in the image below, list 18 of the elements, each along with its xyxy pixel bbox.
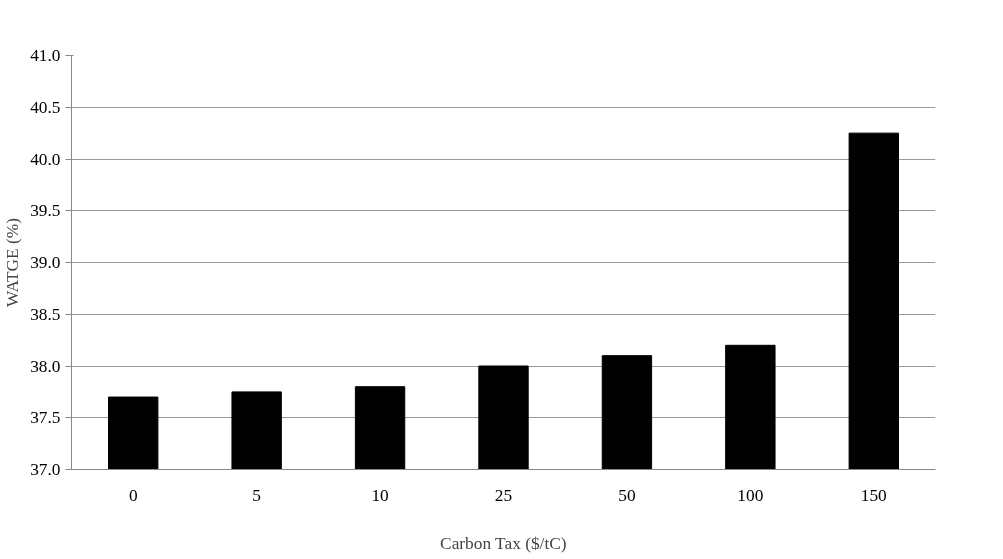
x-tick-label: 100	[737, 485, 764, 505]
y-tick-label: 38.5	[30, 304, 61, 324]
y-axis-title: WATGE (%)	[3, 217, 23, 308]
y-tick-label: 37.0	[30, 460, 61, 479]
y-tick-label: 40.5	[30, 97, 61, 117]
x-axis-title: Carbon Tax ($/tC)	[440, 533, 567, 553]
y-tick-label: 39.5	[30, 201, 61, 221]
y-tick-label: 38.0	[30, 356, 61, 376]
y-tick-label: 39.0	[30, 253, 61, 272]
x-tick-label: 10	[371, 485, 389, 505]
x-tick-label: 5	[252, 485, 261, 505]
x-tick-label: 50	[618, 485, 636, 505]
y-tick-label: 41.0	[30, 46, 61, 65]
x-tick-label: 25	[494, 485, 513, 505]
x-tick-label: 150	[860, 485, 887, 505]
x-tick-label: 0	[128, 485, 138, 505]
y-tick-label: 37.5	[30, 408, 61, 428]
y-tick-label: 40.0	[30, 149, 61, 169]
